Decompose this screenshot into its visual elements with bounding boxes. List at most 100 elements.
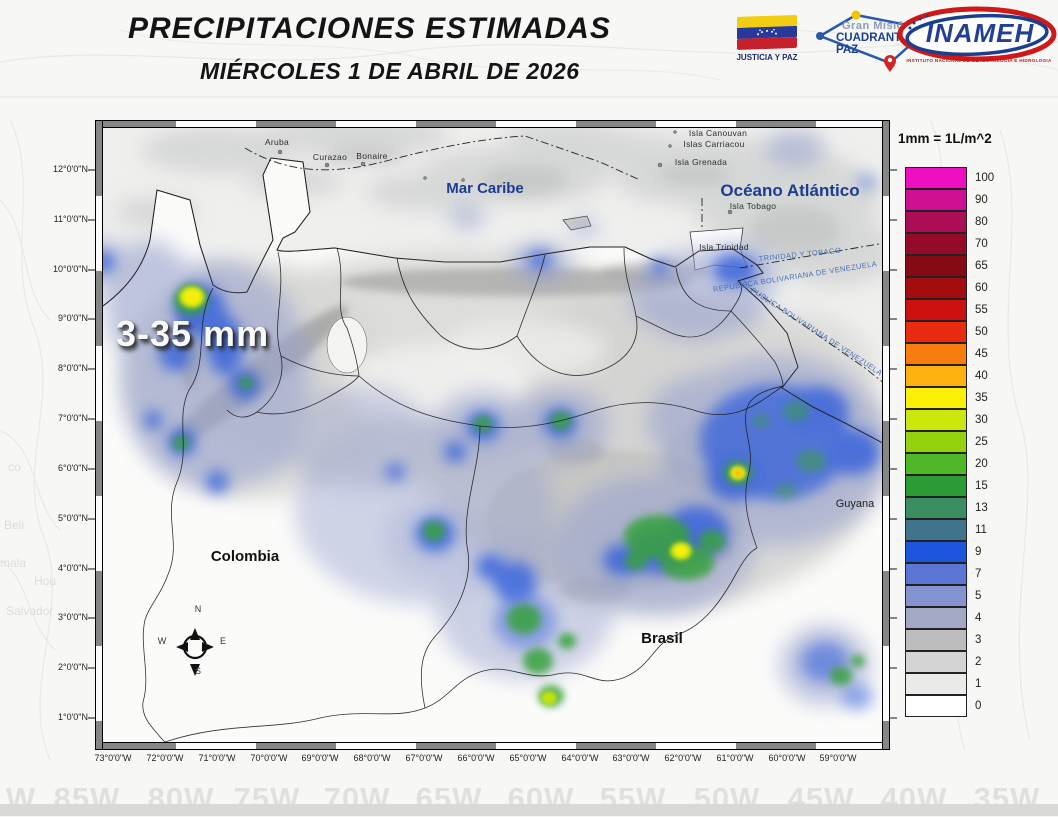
legend-value: 55 <box>975 304 988 316</box>
legend-value: 50 <box>975 326 988 338</box>
compass-s-label: S <box>194 666 201 676</box>
lon-label: 59°0'0"W <box>819 753 857 763</box>
legend-value: 4 <box>975 612 982 624</box>
lat-label: 7°0'0"N <box>57 413 88 423</box>
island-label-curazao: Curazao <box>312 152 348 162</box>
flag-logo <box>736 13 798 51</box>
legend-value: 30 <box>975 414 988 426</box>
island-label-trinidad: Isla Trinidad <box>699 242 749 252</box>
island-label-canouvan: Isla Canouvan <box>688 128 748 138</box>
legend-value: 60 <box>975 282 988 294</box>
sea-label-caribbean: Mar Caribe <box>446 180 524 197</box>
precip-annotation: 3-35 mm <box>116 313 270 354</box>
lon-label: 70°0'0"W <box>250 753 288 763</box>
country-label-guyana: Guyana <box>835 498 875 510</box>
maritime-boundaries <box>244 135 882 383</box>
venezuela-flag-icon <box>737 14 797 50</box>
legend-value: 35 <box>975 392 988 404</box>
legend-swatch <box>905 607 967 629</box>
political-borders <box>103 157 882 742</box>
lat-label: 9°0'0"N <box>57 313 88 323</box>
legend-swatch <box>905 365 967 387</box>
legend-swatch <box>905 167 967 189</box>
legend-value: 9 <box>975 546 982 558</box>
legend-value: 2 <box>975 656 982 668</box>
legend-swatch <box>905 695 967 717</box>
lon-label: 64°0'0"W <box>561 753 599 763</box>
legend-swatch <box>905 387 967 409</box>
lon-label: 60°0'0"W <box>768 753 806 763</box>
map-frame-left <box>95 120 103 750</box>
legend-swatch <box>905 321 967 343</box>
legend-value: 1 <box>975 678 982 690</box>
lon-label: 67°0'0"W <box>405 753 443 763</box>
legend-swatch <box>905 189 967 211</box>
inameh-logo: INAMEH INSTITUTO NACIONAL DE METEOROLOGI… <box>896 6 1058 72</box>
lon-label: 72°0'0"W <box>146 753 184 763</box>
lon-label: 68°0'0"W <box>353 753 391 763</box>
precip-yellow <box>179 286 746 705</box>
inameh-subtitle: INSTITUTO NACIONAL DE METEOROLOGIA E HID… <box>906 58 1052 63</box>
legend-swatch <box>905 409 967 431</box>
legend-value: 13 <box>975 502 988 514</box>
legend-swatch <box>905 563 967 585</box>
map-frame-bottom <box>95 742 890 750</box>
page-subtitle: MIÉRCOLES 1 DE ABRIL DE 2026 <box>200 58 580 84</box>
cloud-shading-dark <box>325 145 840 255</box>
map-artwork <box>103 128 882 742</box>
watermark-fragment: Salvador <box>6 604 54 618</box>
lat-label: 12°0'0"N <box>52 164 88 174</box>
legend-value: 0 <box>975 700 982 712</box>
legend-swatch <box>905 629 967 651</box>
legend-swatch <box>905 651 967 673</box>
compass-n-label: N <box>194 604 202 614</box>
legend-value: 80 <box>975 216 988 228</box>
watermark-fragment: co <box>8 460 21 474</box>
watermark-fragment: Beli <box>4 518 25 532</box>
island-label-tobago: Isla Tobago <box>729 201 777 211</box>
country-label-colombia: Colombia <box>210 548 280 565</box>
lat-label: 8°0'0"N <box>57 363 88 373</box>
lon-label: 62°0'0"W <box>664 753 702 763</box>
map-frame-right <box>882 120 890 750</box>
legend-value: 3 <box>975 634 982 646</box>
lon-label: 71°0'0"W <box>198 753 236 763</box>
watermark-fragment: Hou <box>34 574 57 588</box>
legend-value: 20 <box>975 458 988 470</box>
lat-label: 1°0'0"N <box>57 712 88 722</box>
legend-value: 70 <box>975 238 988 250</box>
compass-e-label: E <box>219 636 226 646</box>
watermark-fragment: mala <box>0 556 27 570</box>
legend-value: 5 <box>975 590 982 602</box>
legend-value: 25 <box>975 436 988 448</box>
legend-swatch <box>905 233 967 255</box>
sea-label-atlantic: Océano Atlántico <box>720 181 860 200</box>
lat-label: 10°0'0"N <box>52 264 88 274</box>
legend-swatch <box>905 211 967 233</box>
island-label-grenada: Isla Grenada <box>674 157 728 167</box>
legend-swatch <box>905 343 967 365</box>
legend-swatch <box>905 277 967 299</box>
lon-label: 63°0'0"W <box>612 753 650 763</box>
legend-swatch <box>905 673 967 695</box>
lat-label: 3°0'0"N <box>57 612 88 622</box>
lon-label: 66°0'0"W <box>457 753 495 763</box>
legend-swatch <box>905 497 967 519</box>
compass-w-label: W <box>157 636 167 646</box>
bottom-divider-bar <box>0 804 1058 816</box>
legend-value: 45 <box>975 348 988 360</box>
island-label-bonaire: Bonaire <box>356 151 388 161</box>
cuadrantes-line1: Gran Misión <box>842 20 912 32</box>
legend-swatch <box>905 453 967 475</box>
island-label-aruba: Aruba <box>264 137 290 147</box>
lon-label: 65°0'0"W <box>509 753 547 763</box>
legend-value: 40 <box>975 370 988 382</box>
legend-swatch <box>905 299 967 321</box>
lat-label: 4°0'0"N <box>57 563 88 573</box>
map-frame-top <box>95 120 890 128</box>
legend-swatch <box>905 255 967 277</box>
legend-value: 65 <box>975 260 988 272</box>
legend-value: 7 <box>975 568 982 580</box>
lat-label: 5°0'0"N <box>57 513 88 523</box>
inameh-name: INAMEH <box>925 18 1035 48</box>
